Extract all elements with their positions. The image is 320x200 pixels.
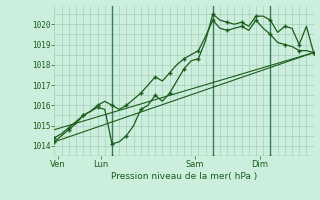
- X-axis label: Pression niveau de la mer( hPa ): Pression niveau de la mer( hPa ): [111, 172, 257, 181]
